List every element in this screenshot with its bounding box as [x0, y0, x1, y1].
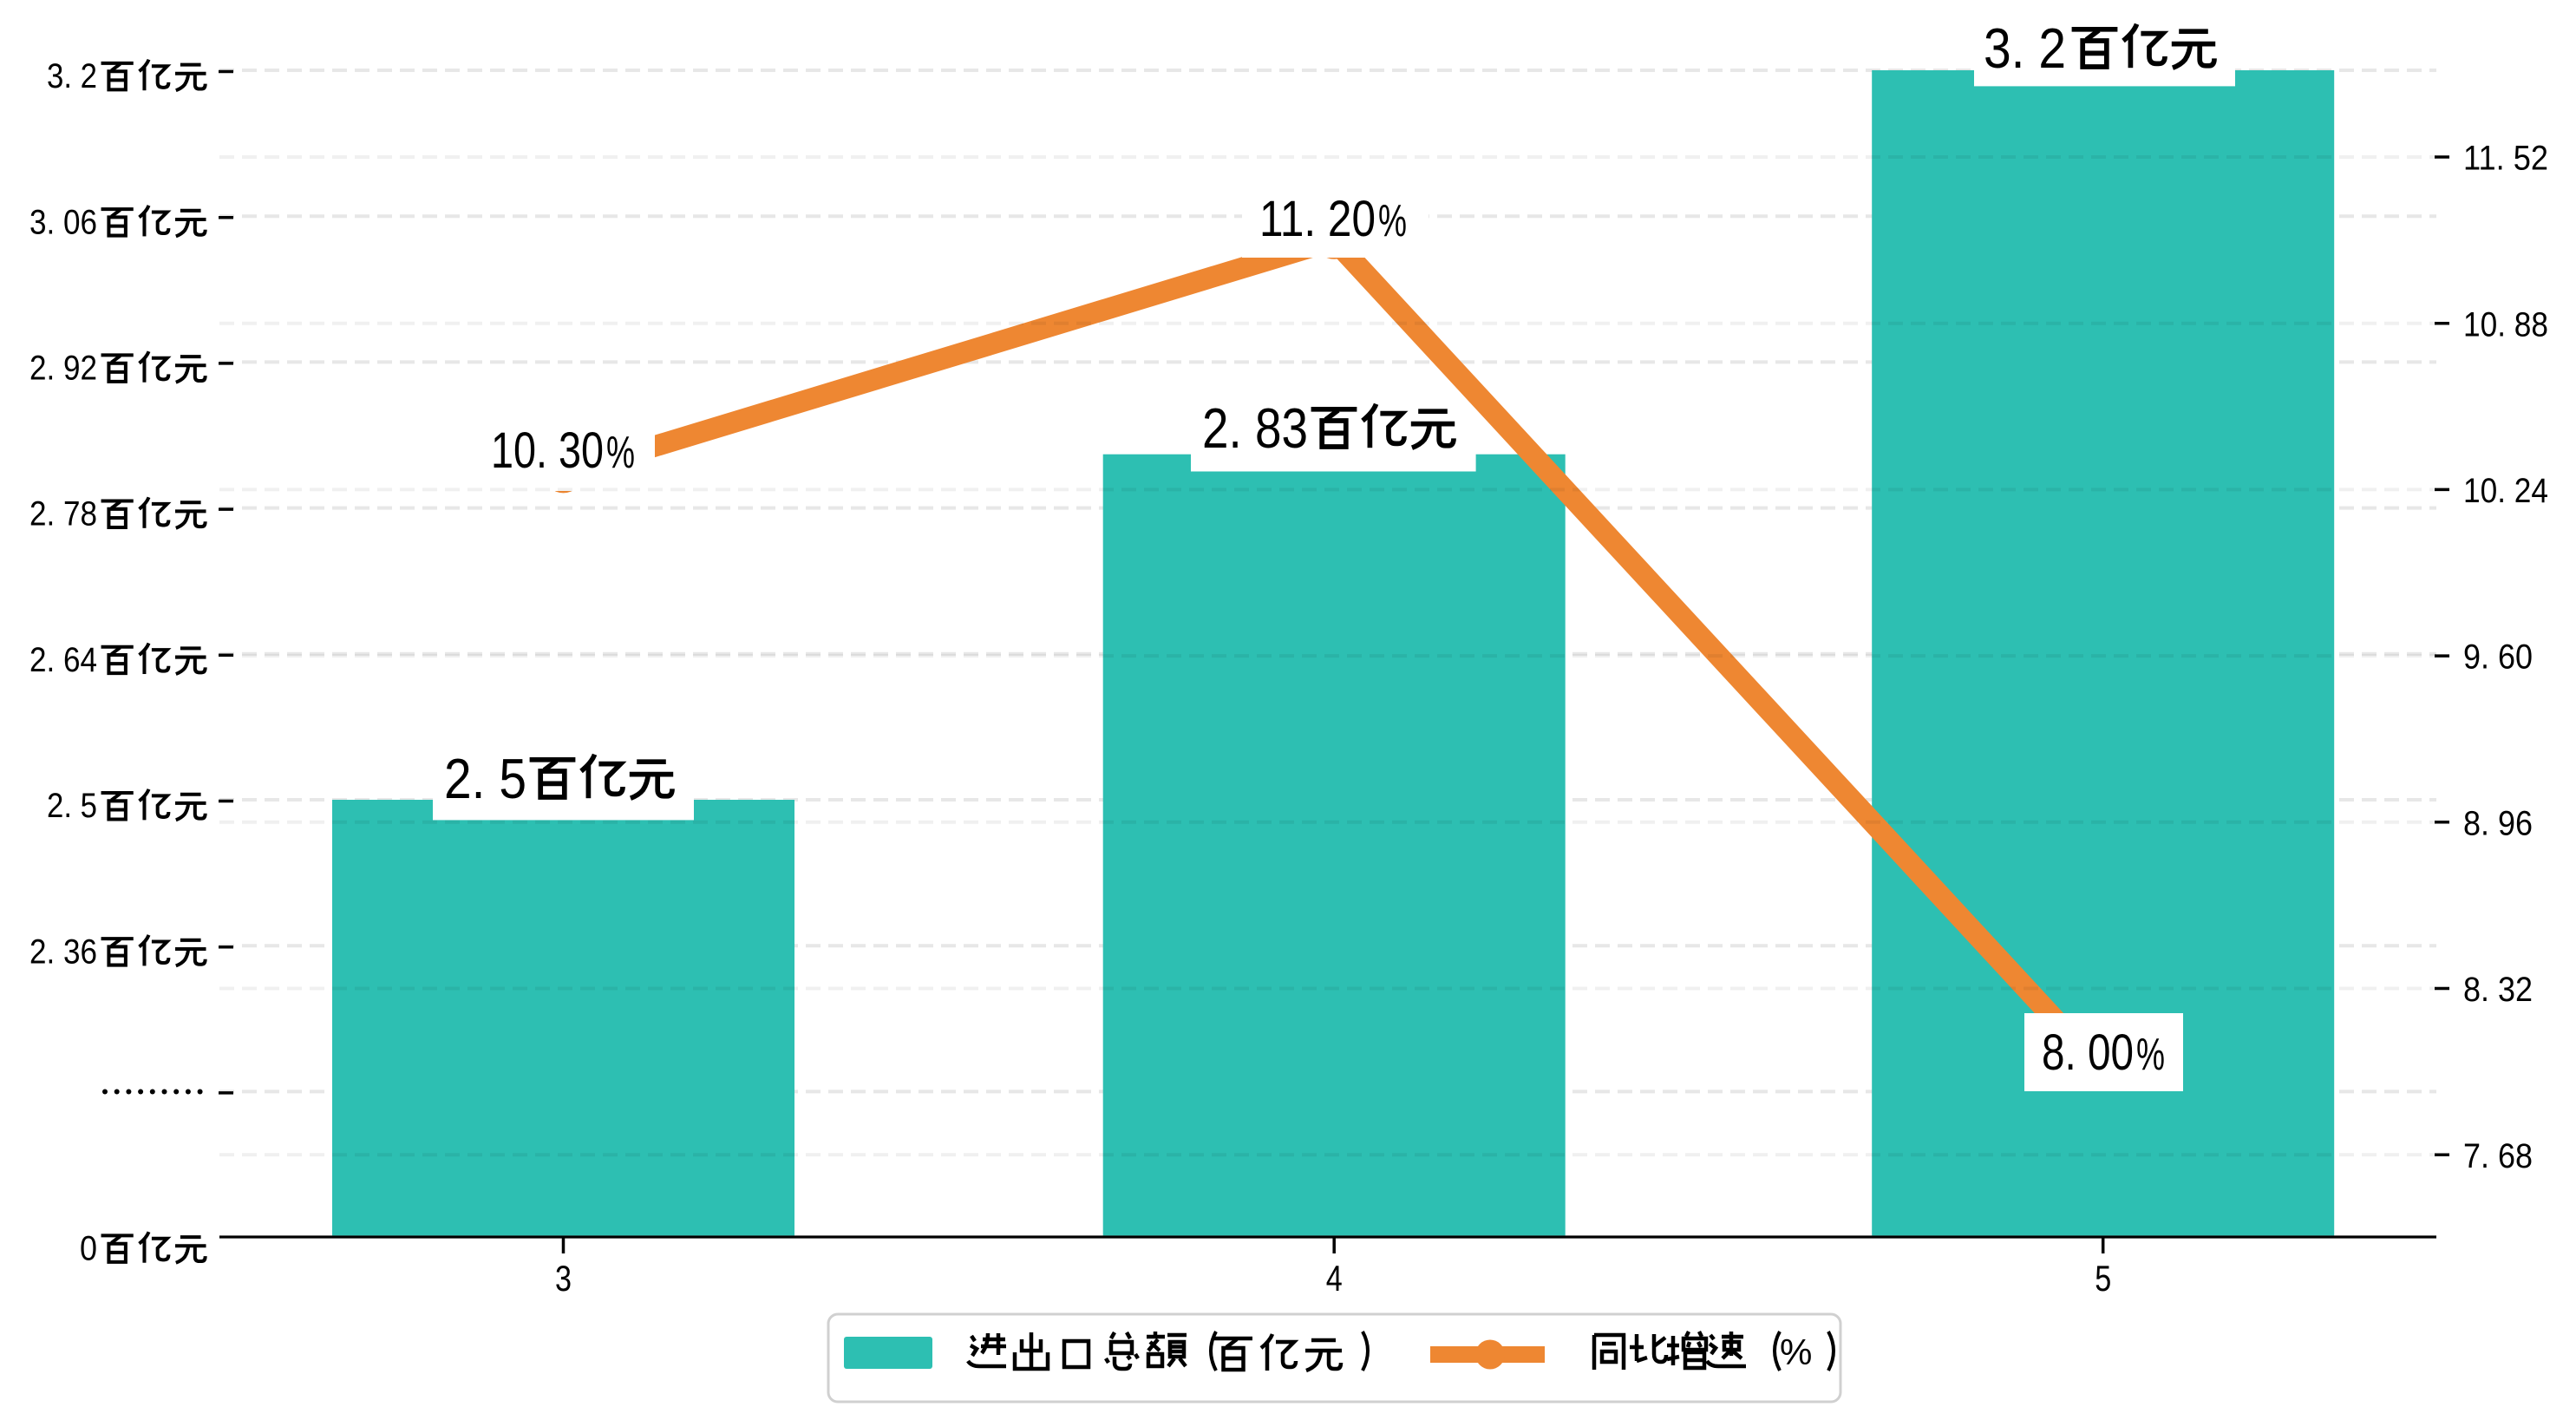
svg-text:2. 78: 2. 78 — [29, 495, 97, 533]
svg-text:4: 4 — [1326, 1258, 1343, 1299]
svg-text:2. 64: 2. 64 — [29, 641, 97, 679]
svg-text:%: % — [1378, 196, 1407, 246]
svg-text:3. 2: 3. 2 — [1984, 16, 2066, 80]
svg-text:8. 00: 8. 00 — [2042, 1024, 2134, 1081]
svg-text:3: 3 — [555, 1258, 572, 1299]
svg-text:%: % — [606, 428, 635, 478]
svg-text:%: % — [1780, 1332, 1812, 1372]
svg-text:10. 24: 10. 24 — [2463, 472, 2548, 510]
svg-text:5: 5 — [2095, 1258, 2111, 1299]
svg-text:8. 96: 8. 96 — [2463, 804, 2533, 842]
svg-text:2. 5: 2. 5 — [47, 787, 97, 825]
svg-text:9. 60: 9. 60 — [2463, 638, 2533, 677]
svg-text:2. 92: 2. 92 — [29, 350, 97, 388]
svg-text:3. 06: 3. 06 — [29, 203, 97, 241]
svg-text:2. 83: 2. 83 — [1202, 396, 1308, 460]
svg-text:3. 2: 3. 2 — [47, 57, 97, 95]
svg-text:8. 32: 8. 32 — [2463, 971, 2533, 1009]
svg-text:2. 5: 2. 5 — [444, 747, 526, 810]
svg-text:11. 52: 11. 52 — [2463, 140, 2548, 178]
svg-text:%: % — [2136, 1030, 2165, 1080]
svg-text:10. 88: 10. 88 — [2463, 305, 2548, 344]
svg-text:0: 0 — [80, 1230, 97, 1268]
svg-text:11. 20: 11. 20 — [1259, 191, 1376, 247]
svg-text:10. 30: 10. 30 — [491, 422, 604, 479]
svg-text:7. 68: 7. 68 — [2463, 1137, 2533, 1175]
svg-text:2. 36: 2. 36 — [29, 932, 97, 971]
